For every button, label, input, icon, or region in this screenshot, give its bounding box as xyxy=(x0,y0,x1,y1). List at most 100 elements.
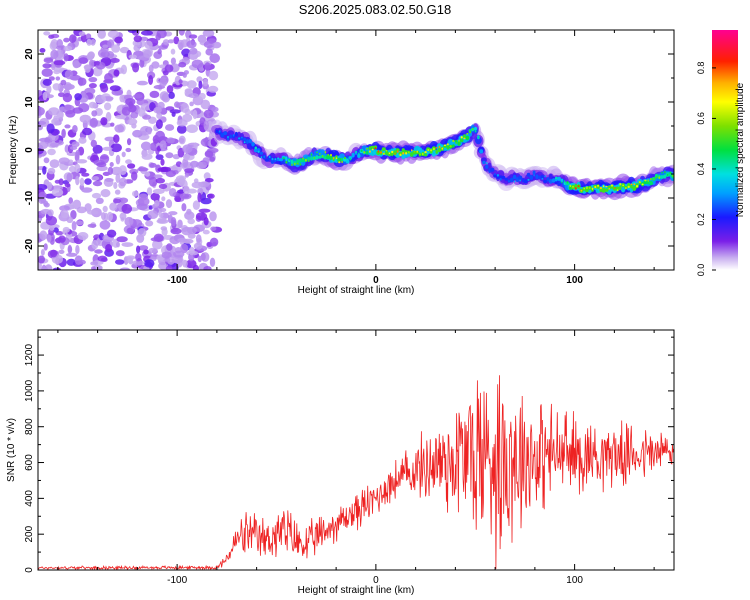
noise-blob xyxy=(203,172,211,180)
noise-blob xyxy=(70,146,78,150)
noise-blob xyxy=(203,109,214,119)
noise-blob xyxy=(63,45,73,52)
ridge-blob xyxy=(663,174,667,179)
ridge-blob xyxy=(664,171,666,174)
ridge-blob xyxy=(333,156,335,160)
ridge-blob xyxy=(501,175,506,180)
ridge-blob xyxy=(381,147,386,152)
ridge-blob xyxy=(379,151,383,154)
noise-blob xyxy=(92,144,103,154)
noise-blob xyxy=(91,266,96,270)
ridge-blob xyxy=(496,175,500,179)
noise-blob xyxy=(104,178,114,182)
noise-blob xyxy=(158,212,164,218)
ridge-blob xyxy=(608,187,610,190)
noise-blob xyxy=(64,104,72,111)
noise-blob xyxy=(72,125,78,133)
ridge-blob xyxy=(519,179,522,182)
noise-blob xyxy=(90,139,98,148)
noise-blob xyxy=(132,260,145,266)
noise-blob xyxy=(176,178,185,186)
noise-blob xyxy=(150,237,162,242)
snr-ylabel: SNR (10 * v/v) xyxy=(6,418,17,482)
ridge-blob xyxy=(535,174,539,179)
noise-blob xyxy=(75,220,84,226)
noise-blob xyxy=(81,172,90,177)
noise-blob xyxy=(43,157,50,164)
ridge-blob xyxy=(572,185,574,188)
noise-blob xyxy=(203,120,209,130)
ridge-blob xyxy=(610,184,614,187)
noise-blob xyxy=(153,106,162,114)
noise-blob xyxy=(62,92,73,103)
ridge-blob xyxy=(257,150,260,153)
noise-blob xyxy=(176,124,187,134)
noise-blob xyxy=(183,185,190,195)
noise-blob xyxy=(86,38,92,46)
ridge-blob xyxy=(335,155,338,160)
ridge-blob xyxy=(304,159,307,162)
ridge-blob xyxy=(627,185,630,188)
colorbar-tick-label: 0.4 xyxy=(696,163,706,176)
noise-blob xyxy=(40,249,45,256)
noise-blob xyxy=(174,101,180,108)
ridge-blob xyxy=(243,141,246,144)
ridge-blob xyxy=(234,131,238,137)
ridge-blob xyxy=(446,143,449,146)
noise-blob xyxy=(84,178,92,185)
noise-blob xyxy=(71,141,80,148)
noise-blob xyxy=(136,245,141,254)
noise-blob xyxy=(182,114,193,122)
noise-blob xyxy=(78,137,87,144)
noise-blob xyxy=(38,191,47,199)
ridge-blob xyxy=(521,178,525,183)
ridge-blob xyxy=(546,177,550,182)
ridge-blob xyxy=(561,181,563,184)
ridge-blob xyxy=(290,159,294,165)
noise-blob xyxy=(64,124,71,129)
noise-blob xyxy=(50,49,59,60)
ridge-blob xyxy=(232,134,235,137)
noise-blob xyxy=(128,54,137,59)
noise-blob xyxy=(201,252,210,262)
ridge-blob xyxy=(274,158,276,161)
ridge-blob xyxy=(630,183,633,189)
noise-blob xyxy=(130,219,143,228)
noise-blob xyxy=(178,61,187,68)
ridge-blob xyxy=(360,149,363,152)
ridge-blob xyxy=(307,156,311,161)
noise-blob xyxy=(193,242,203,250)
noise-blob xyxy=(145,220,154,227)
noise-blob xyxy=(45,94,54,99)
ridge-blob xyxy=(215,129,219,134)
noise-blob xyxy=(188,34,198,39)
ridge-blob xyxy=(277,157,279,160)
ridge-blob xyxy=(326,154,331,160)
noise-blob xyxy=(111,44,121,53)
ridge-blob xyxy=(240,136,244,141)
noise-blob xyxy=(207,193,215,199)
noise-blob xyxy=(58,235,66,243)
noise-blob xyxy=(148,75,154,85)
noise-blob xyxy=(170,48,176,55)
noise-blob xyxy=(94,94,107,104)
ridge-blob xyxy=(564,180,566,183)
noise-blob xyxy=(40,266,48,270)
noise-blob xyxy=(188,246,195,256)
noise-blob xyxy=(49,226,55,231)
ridge-blob xyxy=(660,175,665,179)
noise-blob xyxy=(137,107,146,117)
noise-blob xyxy=(97,49,109,58)
noise-blob xyxy=(84,64,91,73)
ridge-blob xyxy=(526,172,531,177)
ridge-blob xyxy=(477,136,480,139)
noise-blob xyxy=(155,154,164,161)
noise-blob xyxy=(167,39,175,44)
ridge-blob xyxy=(555,177,558,180)
noise-blob xyxy=(152,188,165,195)
ridge-blob xyxy=(377,150,380,153)
ridge-blob xyxy=(472,127,474,131)
ridge-blob xyxy=(363,151,366,154)
